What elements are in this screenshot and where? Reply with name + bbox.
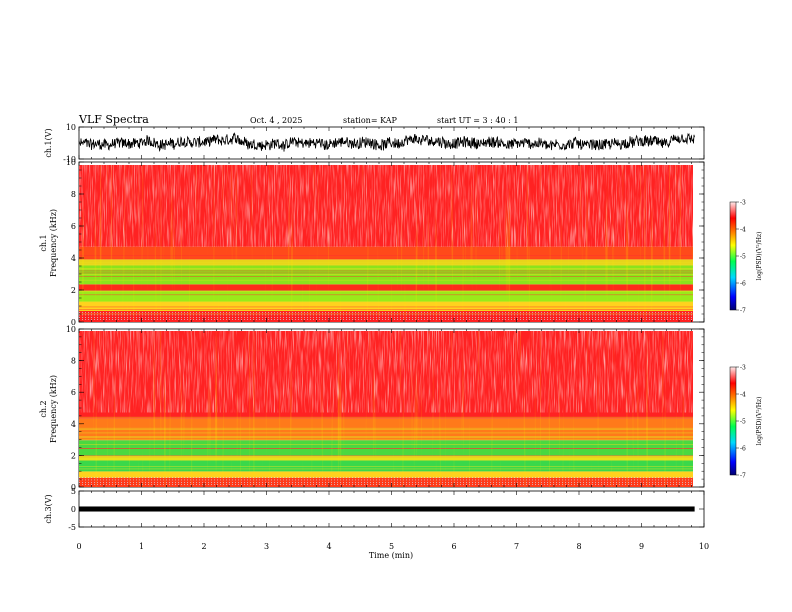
colorbar-tick-label: -3	[740, 200, 746, 207]
colorbar-tick-label: -5	[740, 254, 746, 261]
x-tick-label: 4	[326, 542, 331, 551]
spec2-speckle	[79, 331, 693, 413]
y-tick-label: 8	[71, 190, 76, 199]
start-ut-label: start UT = 3 : 40 : 1	[437, 116, 518, 125]
ch3-waveform-trace	[79, 506, 695, 512]
ch3-waveform-ylabel: ch.3(V)	[44, 494, 53, 523]
colorbar-tick-label: -4	[740, 227, 746, 234]
y-tick-label: 6	[71, 222, 76, 231]
ch1-colorbar	[729, 201, 737, 311]
ch3-waveform-band	[79, 506, 695, 512]
ch1-spectrogram-ylabel-line2: Frequency (kHz)	[49, 209, 58, 277]
figure-title: VLF Spectra	[78, 113, 149, 126]
x-tick-label: 0	[76, 542, 81, 551]
colorbar-tick-label: -3	[740, 365, 746, 372]
y-tick-label: 0	[71, 505, 76, 514]
x-axis-title: Time (min)	[369, 551, 413, 560]
colorbar-tick-label: -7	[740, 308, 746, 315]
x-tick-label: 8	[576, 542, 581, 551]
x-tick-label: 10	[699, 542, 709, 551]
ch1-waveform-ylabel: ch.1(V)	[44, 128, 53, 157]
ch1-waveform-trace	[78, 132, 695, 153]
wave1-line	[78, 132, 695, 153]
y-tick-label: 4	[71, 420, 76, 429]
colorbar-ticks: -3 -4 -5 -6 -7 -3 -4 -5 -6 -7	[736, 200, 746, 480]
y-tick-label: 5	[71, 487, 76, 496]
y-tick-label: -10	[63, 155, 76, 164]
y-tick-label: 8	[71, 357, 76, 366]
y-tick-label: 2	[71, 451, 76, 460]
ch1-spectrogram-image	[79, 165, 693, 322]
colorbar-tick-label: -4	[740, 392, 746, 399]
y-tick-label: 2	[71, 286, 76, 295]
ch2-colorbar-label: log(PSD)(V²/Hz)	[756, 397, 763, 446]
station-label: station= KAP	[343, 116, 398, 125]
y-tick-label: 6	[71, 388, 76, 397]
x-tick-label: 1	[139, 542, 144, 551]
y-tick-label: 10	[66, 325, 76, 334]
y-tick-label: -5	[68, 523, 76, 532]
y-tick-label: 4	[71, 254, 76, 263]
x-tick-label: 7	[514, 542, 519, 551]
ch1-colorbar-label: log(PSD)(V²/Hz)	[756, 232, 763, 281]
colorbar-tick-label: -6	[740, 281, 746, 288]
colorbar-tick-label: -6	[740, 446, 746, 453]
ch2-colorbar	[729, 366, 737, 476]
ch2-spectrogram-ylabel-line2: Frequency (kHz)	[49, 375, 58, 443]
ch2-spectrogram-ylabel-line1: ch.2	[39, 400, 48, 417]
x-tick-label: 6	[451, 542, 456, 551]
y-tick-label: 0	[71, 483, 76, 492]
ch2-spectrogram-image	[79, 331, 693, 487]
colorbar-tick-label: -5	[740, 419, 746, 426]
x-tick-label: 3	[264, 542, 269, 551]
x-tick-label: 5	[389, 542, 394, 551]
x-tick-label: 9	[639, 542, 644, 551]
y-tick-label: 10	[66, 123, 76, 132]
ch1-spectrogram-ylabel-line1: ch.1	[39, 234, 48, 251]
spec1-speckle	[79, 165, 693, 247]
x-tick-label: 2	[201, 542, 206, 551]
date-label: Oct. 4 , 2025	[250, 116, 302, 125]
y-tick-label: 10	[66, 158, 76, 167]
colorbar-tick-label: -7	[740, 473, 746, 480]
y-tick-label: 0	[71, 318, 76, 327]
